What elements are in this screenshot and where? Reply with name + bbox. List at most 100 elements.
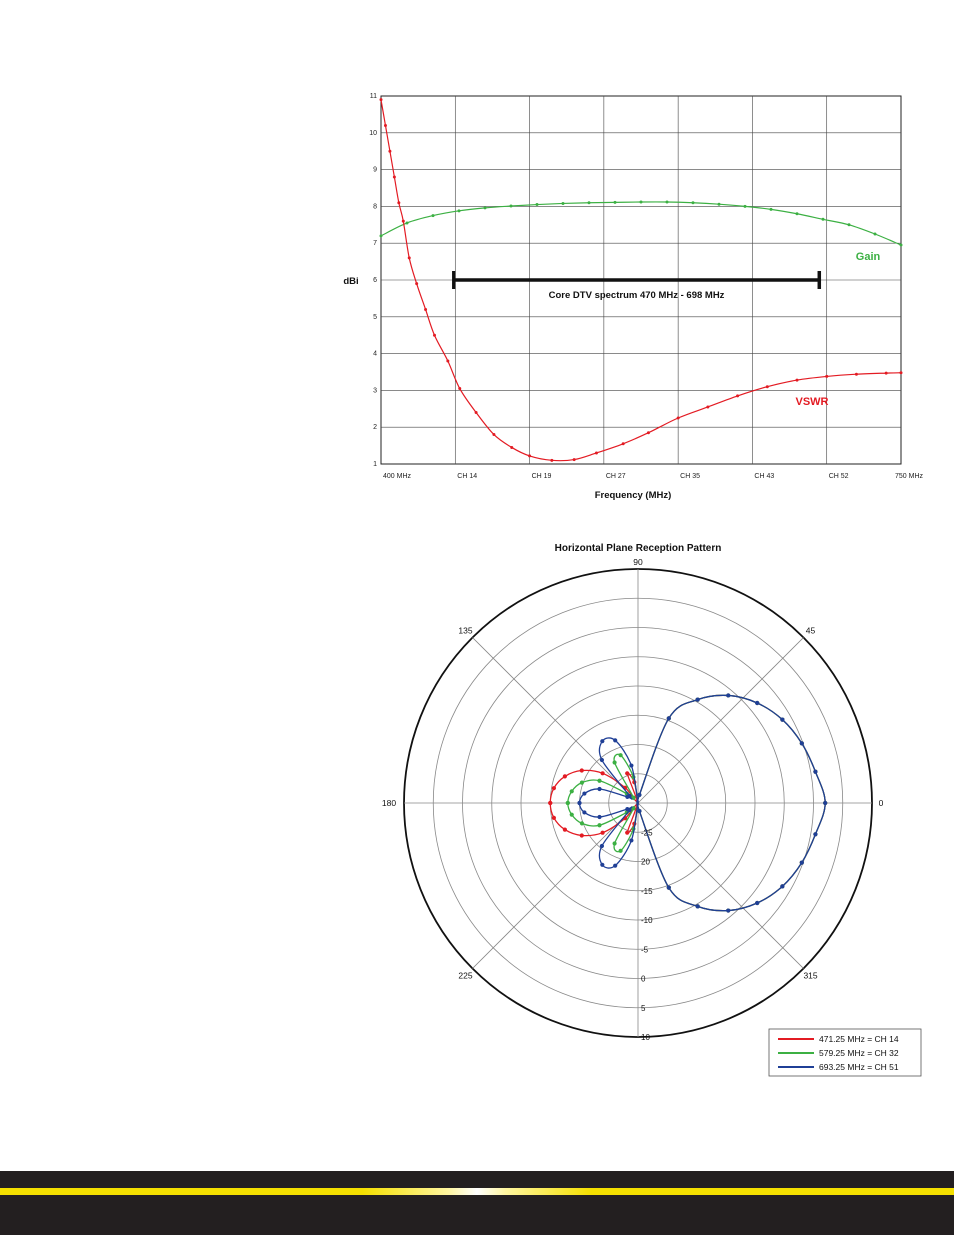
radial-tick-label: 20 — [641, 858, 650, 867]
y-axis-label: dBi — [343, 276, 358, 287]
series-3-pattern-point — [780, 884, 785, 889]
angle-label: 90 — [633, 557, 643, 567]
vswr-point — [854, 372, 858, 376]
series-layer: Gain VSWR — [379, 98, 903, 462]
gain-point — [457, 209, 461, 213]
series-1-pattern-point — [579, 768, 584, 773]
radial-tick-label: -5 — [641, 945, 649, 954]
angle-label: 225 — [458, 971, 472, 981]
series-3-pattern-point — [599, 843, 605, 849]
vswr-point — [379, 98, 383, 102]
legend-label: 579.25 MHz = CH 32 — [819, 1048, 899, 1058]
vswr-point — [572, 458, 576, 462]
series-1-pattern-point — [562, 827, 567, 832]
series-3-pattern-point — [695, 904, 700, 909]
footer-band — [0, 1171, 954, 1235]
series-3-pattern-point — [600, 862, 605, 867]
series-3-pattern-point — [637, 808, 642, 814]
series-1-pattern-point — [562, 774, 567, 779]
series-2-pattern-point — [569, 812, 574, 817]
gain-point — [691, 201, 695, 205]
vswr-line — [380, 99, 902, 462]
x-tick-label: CH 35 — [680, 473, 700, 480]
series-1-pattern-point — [548, 800, 553, 806]
y-tick-label: 11 — [370, 93, 377, 100]
core-dtv-label: Core DTV spectrum 470 MHz - 698 MHz — [549, 290, 725, 301]
series-3-pattern-point — [625, 794, 630, 799]
y-tick-label: 3 — [373, 387, 377, 394]
series-2-pattern-point — [612, 841, 617, 846]
vswr-point — [432, 333, 436, 337]
gain-point — [899, 243, 903, 247]
series-3-pattern-point — [599, 757, 605, 763]
series-2-pattern-point — [631, 795, 636, 800]
gain-line — [380, 201, 902, 246]
radial-tick-label: 5 — [641, 1004, 646, 1013]
radial-tick-labels: -25 20 -15 -10 -5 0 5 10 — [641, 828, 653, 1042]
series-3-pattern-point — [755, 900, 760, 906]
y-tick-label: 4 — [373, 351, 377, 358]
series-3-pattern-point — [600, 739, 605, 744]
x-tick-label: CH 52 — [829, 473, 849, 480]
series-2-pattern-point — [569, 789, 574, 794]
series-3-pattern-point — [577, 800, 582, 806]
gain-point — [587, 201, 591, 205]
series-2-pattern-point — [579, 780, 585, 785]
vswr-point — [424, 307, 428, 311]
gain-point — [431, 214, 435, 218]
polar-grid — [403, 568, 873, 1038]
gain-point — [821, 217, 825, 221]
series-3-pattern-point — [613, 738, 618, 743]
y-tick-label: 9 — [373, 167, 377, 174]
angle-label: 180 — [382, 798, 396, 808]
x-tick-label: CH 43 — [754, 473, 774, 480]
x-tick-label: 750 MHz — [895, 473, 924, 480]
y-tick-label: 7 — [373, 240, 377, 247]
angle-label: 135 — [458, 625, 472, 635]
y-tick-label: 10 — [369, 130, 377, 137]
vswr-point — [446, 359, 450, 363]
series-3-pattern-point — [613, 863, 618, 868]
series-3-pattern-point — [582, 791, 587, 796]
vswr-point — [884, 371, 888, 375]
series-3-pattern-point — [637, 792, 642, 798]
series-3-pattern-point — [627, 808, 632, 813]
gain-point — [717, 202, 721, 206]
gain-point — [873, 232, 877, 236]
gain-point — [535, 203, 539, 207]
vswr-point — [401, 219, 405, 223]
vswr-point — [621, 442, 625, 446]
reception-pattern-chart: Horizontal Plane Reception Pattern 0 45 90… — [382, 543, 922, 1077]
series-3-pattern-point — [629, 763, 634, 768]
vswr-point — [550, 458, 554, 462]
footer-stripe — [0, 1188, 954, 1195]
vswr-point — [528, 454, 532, 458]
series-2-pattern-point — [612, 760, 617, 765]
legend-items: 471.25 MHz = CH 14 579.25 MHz = CH 32 693.… — [778, 1034, 899, 1072]
series-2-pattern-point — [597, 823, 602, 828]
vswr-point — [492, 433, 496, 437]
x-tick-label: CH 14 — [457, 473, 477, 480]
series-3-pattern-point — [755, 700, 760, 706]
core-dtv-bar — [452, 271, 822, 289]
polar-title: Horizontal Plane Reception Pattern — [555, 543, 722, 554]
x-axis-label: Frequency (MHz) — [595, 490, 672, 501]
gain-point — [561, 201, 565, 205]
vswr-point — [676, 416, 680, 420]
gain-point — [483, 206, 487, 210]
vswr-point — [594, 451, 598, 455]
series-3-pattern-point — [813, 832, 818, 837]
vswr-point — [736, 394, 740, 398]
series-3-pattern-point — [629, 838, 634, 843]
series-3-pattern-point — [666, 885, 671, 890]
series-2-pattern-point — [618, 848, 623, 853]
vswr-point — [765, 385, 769, 389]
angle-label: 45 — [806, 625, 816, 635]
x-tick-label: CH 19 — [532, 473, 552, 480]
x-tick-labels: 400 MHz CH 14 CH 19 CH 27 CH 35 CH 43 CH 52 750… — [383, 473, 924, 480]
polar-series-layer — [548, 693, 828, 913]
grid-spoke — [637, 802, 804, 969]
gain-point — [743, 204, 747, 208]
y-tick-label: 6 — [373, 277, 377, 284]
series-3-pattern-point — [726, 908, 731, 913]
